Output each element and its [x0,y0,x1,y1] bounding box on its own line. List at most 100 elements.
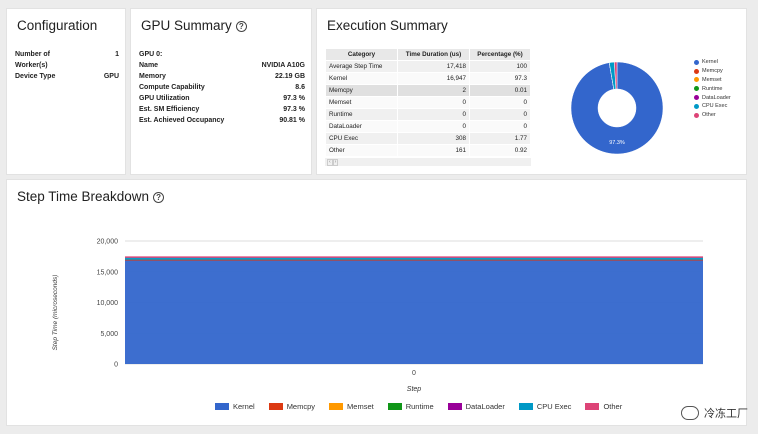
legend-item[interactable]: Memset [694,76,731,85]
table-row[interactable]: Memcpy 2 0.01 [325,84,531,97]
pager-next-button[interactable]: › [332,158,339,166]
legend-swatch-icon [329,403,344,410]
column-header[interactable]: Time Duration (us) [397,48,470,61]
legend-label: Runtime [405,402,434,411]
legend-swatch-icon [447,403,462,410]
table-row[interactable]: Memset 0 0 [325,96,531,109]
gpu-key: Est. Achieved Occupancy [139,117,225,124]
area-kernel[interactable] [125,259,703,364]
table-cell: 0 [397,108,470,121]
table-cell: 100 [469,60,531,73]
execution-table: Category Time Duration (us) Percentage (… [325,48,531,157]
legend-swatch-icon [518,403,533,410]
column-header[interactable]: Percentage (%) [469,48,531,61]
table-cell: 2 [397,84,470,97]
legend-label: Other [603,402,623,411]
pie-slice-other[interactable] [614,61,618,90]
table-cell: Kernel [325,72,398,85]
legend-label: Memcpy [702,68,723,75]
legend-item[interactable]: Runtime [387,402,434,411]
gpu-value: 8.6 [295,84,305,91]
y-tick-label: 15,000 [97,269,119,276]
pie-slice-kernel[interactable] [570,61,664,155]
legend-dot-icon [694,59,699,65]
execution-pie-chart: 97.3% [570,61,664,155]
legend-item[interactable]: Memset [329,402,374,411]
gpu-row: Compute Capability 8.6 [139,82,305,93]
table-cell: Runtime [325,108,398,121]
gpu-summary-table: GPU 0: Name NVIDIA A10G Memory 22.19 GB Co… [139,49,305,126]
configuration-title: Configuration [17,18,98,33]
gpu-key: Est. SM Efficiency [139,106,200,113]
execution-table-body: Average Step Time 17,418 100 Kernel 16,947 97… [325,60,531,157]
gpu-value: 97.3 % [283,95,305,102]
table-row[interactable]: Average Step Time 17,418 100 [325,60,531,73]
help-icon[interactable]: ? [153,192,165,203]
gpu-value: 97.3 % [283,106,305,113]
legend-dot-icon [694,68,699,74]
y-tick-label: 20,000 [97,239,119,246]
area-cpu-exec[interactable] [125,257,703,260]
table-row[interactable]: Kernel 16,947 97.3 [325,72,531,85]
pie-legend: Kernel Memcpy Memset Runtime DataLoader CPU E… [694,58,731,120]
x-axis-label: Step [407,386,422,393]
table-cell: 0.92 [469,144,531,157]
legend-swatch-icon [268,403,283,410]
table-cell: 0 [469,96,531,109]
help-icon[interactable]: ? [235,21,247,32]
gpu-row: GPU Utilization 97.3 % [139,93,305,104]
legend-swatch-icon [215,403,229,410]
table-cell: 0 [469,108,531,121]
table-cell: 17,418 [397,60,470,73]
execution-summary-card: Execution Summary Category Time Duration… [316,8,747,175]
legend-item[interactable]: Memcpy [694,67,731,76]
legend-swatch-icon [585,403,600,410]
legend-item[interactable]: Kernel [215,402,255,411]
y-tick-label: 10,000 [97,300,119,307]
legend-item[interactable]: Memcpy [268,402,315,411]
execution-table-header: Category Time Duration (us) Percentage (… [325,48,531,61]
execution-table-wrapper: Category Time Duration (us) Percentage (… [325,48,531,166]
gpu-label-row: GPU 0: [139,49,305,60]
step-time-title-text: Step Time Breakdown [17,189,150,204]
legend-label: CPU Exec [702,103,728,110]
legend-dot-icon [694,112,699,118]
legend-item[interactable]: CPU Exec [694,102,731,111]
table-cell: Average Step Time [325,60,398,73]
gpu-row: Est. SM Efficiency 97.3 % [139,104,305,115]
table-cell: Memset [325,96,398,109]
table-row[interactable]: Other 161 0.92 [325,144,531,157]
gpu-value: NVIDIA A10G [261,62,305,69]
gpu-key: GPU Utilization [139,95,190,102]
legend-item[interactable]: DataLoader [447,402,505,411]
table-cell: 0.01 [469,84,531,97]
legend-item[interactable]: Other [694,111,731,120]
gpu-row: Est. Achieved Occupancy 90.81 % [139,115,305,126]
table-cell: 0 [469,120,531,133]
table-cell: Other [325,144,398,157]
pager-prev-button[interactable]: ‹ [327,158,333,166]
legend-item[interactable]: CPU Exec [518,402,571,411]
gpu-value: 22.19 GB [275,73,305,80]
table-row[interactable]: DataLoader 0 0 [325,120,531,133]
legend-label: DataLoader [465,402,505,411]
step-time-legend: Kernel Memcpy Memset Runtime DataLoader CPU E… [215,402,636,411]
legend-item[interactable]: Runtime [694,84,731,93]
legend-item[interactable]: Other [585,402,622,411]
step-time-title: Step Time Breakdown? [17,189,165,204]
table-row[interactable]: Runtime 0 0 [325,108,531,121]
legend-label: Other [702,112,716,119]
legend-dot-icon [694,103,699,109]
table-cell: CPU Exec [325,132,398,145]
gpu-row: Memory 22.19 GB [139,71,305,82]
legend-dot-icon [694,77,699,83]
column-header[interactable]: Category [325,48,398,61]
wechat-icon [681,406,699,420]
table-pager: ‹ › [325,158,531,166]
table-row[interactable]: CPU Exec 308 1.77 [325,132,531,145]
legend-item[interactable]: DataLoader [694,93,731,102]
gpu-label: GPU 0: [139,51,163,58]
config-value: GPU [103,73,119,80]
legend-swatch-icon [387,403,402,410]
legend-item[interactable]: Kernel [694,58,731,67]
